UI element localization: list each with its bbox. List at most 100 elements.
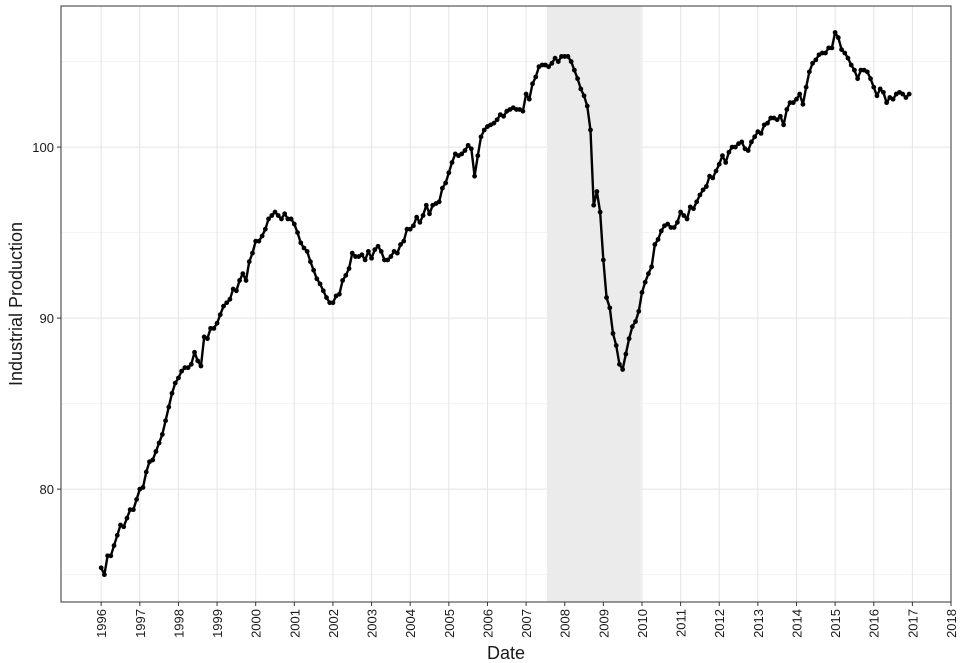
data-point	[852, 67, 857, 73]
data-point	[304, 249, 310, 254]
data-point	[871, 84, 877, 90]
data-point	[101, 572, 107, 578]
data-point	[835, 35, 841, 41]
x-tick-label: 2005	[442, 609, 457, 638]
x-tick-label: 2008	[558, 609, 573, 638]
data-point	[845, 55, 851, 61]
data-point	[121, 524, 127, 530]
data-point	[240, 271, 246, 277]
data-point	[343, 272, 349, 278]
data-point	[491, 120, 497, 126]
data-point	[774, 117, 780, 123]
data-point	[658, 228, 664, 234]
y-tick-label: 100	[32, 140, 54, 155]
data-point	[446, 170, 452, 176]
data-point	[806, 69, 812, 75]
data-point	[629, 324, 635, 330]
data-point	[591, 202, 597, 208]
data-point	[420, 213, 426, 218]
data-point	[227, 296, 233, 302]
data-point	[124, 515, 130, 521]
data-point	[205, 336, 210, 342]
data-point	[703, 184, 709, 189]
data-point	[842, 50, 848, 56]
x-tick-label: 2014	[789, 609, 804, 638]
x-tick-label: 2000	[249, 609, 264, 638]
data-point	[481, 127, 487, 133]
data-point	[272, 209, 278, 215]
data-point	[501, 113, 506, 119]
x-tick-label: 2017	[905, 609, 920, 638]
data-point	[568, 59, 574, 64]
data-point	[378, 249, 384, 254]
data-point	[282, 211, 288, 217]
data-point	[336, 291, 342, 297]
data-point	[221, 303, 226, 309]
data-point	[530, 81, 535, 87]
data-point	[166, 404, 172, 410]
x-tick-label: 2018	[944, 609, 959, 638]
data-point	[153, 449, 159, 454]
data-point	[723, 160, 729, 165]
data-point	[597, 209, 603, 215]
data-point	[172, 380, 178, 386]
data-point	[665, 221, 671, 227]
data-point	[349, 250, 355, 256]
x-tick-label: 2007	[519, 609, 534, 638]
data-point	[726, 149, 732, 155]
data-point	[694, 199, 700, 205]
data-point	[188, 361, 194, 367]
data-point	[217, 312, 223, 318]
data-point	[192, 349, 197, 355]
data-point	[520, 108, 526, 114]
data-point	[262, 226, 268, 232]
data-point	[439, 185, 445, 191]
data-point	[246, 259, 252, 265]
data-point	[678, 209, 684, 215]
x-tick-label: 2004	[403, 609, 418, 638]
data-point	[372, 247, 378, 253]
data-point	[108, 553, 114, 559]
data-point	[881, 89, 886, 95]
data-point	[362, 257, 368, 263]
data-point	[578, 86, 584, 92]
data-point	[848, 62, 854, 68]
data-point	[588, 127, 593, 133]
data-point	[903, 95, 909, 100]
data-point	[594, 189, 600, 194]
data-point	[98, 565, 104, 571]
x-tick-label: 2013	[751, 609, 766, 638]
data-point	[407, 226, 413, 232]
data-point	[829, 45, 835, 51]
data-point	[900, 91, 906, 97]
data-point	[716, 161, 722, 167]
data-point	[546, 64, 552, 70]
data-point	[758, 131, 764, 136]
data-point	[581, 93, 587, 99]
data-point	[877, 86, 883, 92]
data-point	[732, 144, 738, 150]
data-point	[308, 259, 313, 265]
x-tick-label: 2001	[287, 609, 302, 638]
data-point	[784, 107, 790, 112]
data-point	[266, 216, 271, 222]
data-point	[797, 91, 803, 97]
data-point	[411, 223, 416, 229]
data-point	[604, 295, 609, 300]
data-point	[156, 440, 162, 446]
data-point	[623, 351, 629, 357]
data-point	[526, 96, 532, 102]
data-point	[346, 266, 352, 271]
data-point	[777, 113, 783, 119]
data-point	[259, 233, 265, 239]
plot-border	[60, 5, 952, 603]
data-point	[295, 230, 300, 235]
data-point	[646, 271, 651, 277]
data-point	[443, 180, 449, 186]
x-tick-label: 2016	[867, 609, 882, 638]
data-point	[565, 54, 571, 59]
data-point	[375, 243, 381, 249]
data-point	[803, 84, 809, 90]
data-point	[449, 160, 455, 165]
data-point	[671, 225, 677, 230]
